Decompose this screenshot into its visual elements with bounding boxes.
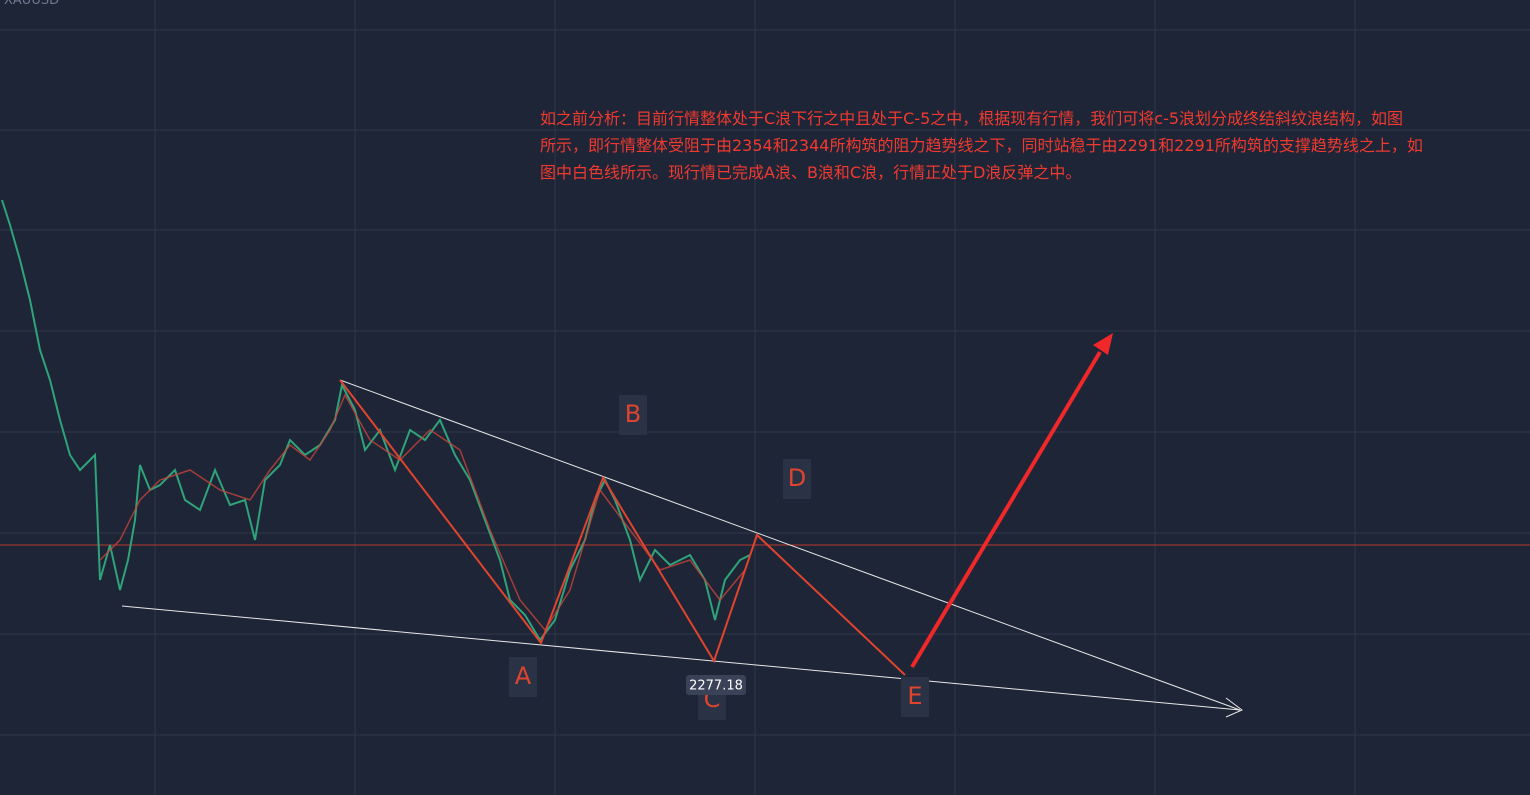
wave-label: D bbox=[788, 464, 806, 492]
resistance-trendline bbox=[339, 379, 1241, 711]
annotation: 如之前分析：目前行情整体处于C浪下行之中且处于C-5之中，根据现有行情，我们可将… bbox=[540, 109, 1423, 182]
wave-label-box bbox=[619, 395, 647, 435]
support-trendline bbox=[121, 605, 1241, 711]
projection-arrow bbox=[910, 350, 1102, 669]
price-label: 2277.18 bbox=[689, 679, 743, 694]
wave-label-box bbox=[509, 657, 537, 697]
wave-label-box bbox=[901, 677, 929, 717]
price-label-box bbox=[686, 675, 746, 695]
projection-arrowhead bbox=[1093, 333, 1113, 355]
wave-zigzag bbox=[339, 379, 906, 676]
wave-label: E bbox=[907, 682, 922, 710]
trendline-arrowhead bbox=[1225, 697, 1243, 718]
annotation-line: 图中白色线所示。现行情已完成A浪、B浪和C浪，行情正处于D浪反弹之中。 bbox=[540, 163, 1081, 182]
price-trace-down bbox=[99, 393, 746, 632]
wave-label: B bbox=[625, 400, 641, 428]
wave-label: A bbox=[515, 662, 532, 690]
wave-label-box bbox=[783, 459, 811, 499]
annotation-line: 所示，即行情整体受阻于由2354和2344所构筑的阻力趋势线之下，同时站稳于由2… bbox=[540, 136, 1423, 155]
symbol: XAUUSD bbox=[4, 0, 59, 8]
annotation-line: 如之前分析：目前行情整体处于C浪下行之中且处于C-5之中，根据现有行情，我们可将… bbox=[540, 109, 1403, 128]
